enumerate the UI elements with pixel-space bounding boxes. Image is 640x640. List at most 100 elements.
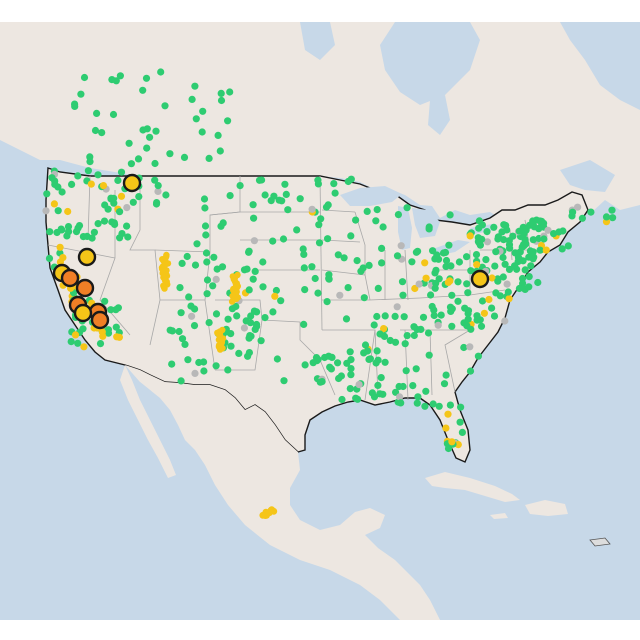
highlight-marker-8[interactable] <box>73 303 93 323</box>
station-marker-412[interactable] <box>272 286 280 295</box>
highlight-marker-3[interactable] <box>60 268 80 288</box>
station-marker-501[interactable] <box>134 155 143 163</box>
station-marker-454[interactable] <box>395 382 403 391</box>
station-marker-0[interactable] <box>323 298 331 306</box>
station-marker-626[interactable] <box>45 254 54 262</box>
station-marker-366[interactable] <box>79 325 87 333</box>
station-marker-414[interactable] <box>273 355 281 363</box>
station-marker-508[interactable] <box>125 139 133 147</box>
station-marker-279[interactable] <box>503 280 511 288</box>
station-marker-664[interactable] <box>161 285 168 292</box>
station-marker-239[interactable] <box>529 220 537 228</box>
highlight-marker-0[interactable] <box>122 173 142 193</box>
station-marker-517[interactable] <box>224 117 232 125</box>
station-marker-123[interactable] <box>219 219 227 227</box>
station-marker-403[interactable] <box>166 326 174 334</box>
station-marker-320[interactable] <box>84 167 92 175</box>
station-marker-24[interactable] <box>257 337 265 345</box>
station-marker-510[interactable] <box>216 147 224 155</box>
station-marker-416[interactable] <box>250 307 258 315</box>
station-marker-422[interactable] <box>271 292 279 300</box>
station-marker-134[interactable] <box>403 204 411 212</box>
station-marker-499[interactable] <box>157 68 165 76</box>
station-marker-263[interactable] <box>447 307 455 315</box>
station-marker-281[interactable] <box>467 267 475 275</box>
station-marker-307[interactable] <box>50 200 59 208</box>
station-marker-146[interactable] <box>203 276 212 284</box>
station-marker-194[interactable] <box>473 261 481 269</box>
station-marker-539[interactable] <box>608 206 616 214</box>
station-marker-493[interactable] <box>161 102 169 110</box>
station-marker-220[interactable] <box>525 253 533 261</box>
station-marker-253[interactable] <box>454 297 462 305</box>
station-marker-22[interactable] <box>311 274 319 283</box>
station-marker-27[interactable] <box>183 252 191 261</box>
station-marker-380[interactable] <box>115 333 123 341</box>
station-marker-83[interactable] <box>324 235 332 243</box>
station-marker-87[interactable] <box>393 303 401 311</box>
station-marker-556[interactable] <box>414 247 422 255</box>
station-marker-128[interactable] <box>315 239 324 247</box>
station-marker-509[interactable] <box>191 82 199 90</box>
station-marker-97[interactable] <box>218 263 227 271</box>
station-marker-533[interactable] <box>270 192 278 200</box>
station-marker-210[interactable] <box>509 232 517 240</box>
station-marker-82[interactable] <box>279 235 288 243</box>
station-marker-502[interactable] <box>109 110 118 119</box>
map-canvas[interactable] <box>0 22 640 620</box>
station-marker-14[interactable] <box>200 367 208 375</box>
station-marker-103[interactable] <box>360 294 368 302</box>
station-marker-185[interactable] <box>501 260 509 268</box>
station-marker-252[interactable] <box>480 309 488 317</box>
station-marker-492[interactable] <box>143 144 151 152</box>
station-marker-137[interactable] <box>325 275 333 283</box>
station-marker-142[interactable] <box>448 322 456 330</box>
station-marker-430[interactable] <box>347 371 355 379</box>
station-marker-522[interactable] <box>199 107 207 115</box>
station-marker-520[interactable] <box>116 72 124 80</box>
station-marker-149[interactable] <box>250 237 258 245</box>
station-marker-126[interactable] <box>314 289 322 297</box>
station-marker-589[interactable] <box>372 359 380 367</box>
station-marker-505[interactable] <box>139 126 147 134</box>
station-marker-68[interactable] <box>464 289 472 297</box>
station-marker-376[interactable] <box>114 304 122 312</box>
station-marker-559[interactable] <box>441 248 450 257</box>
station-marker-243[interactable] <box>518 243 526 251</box>
station-marker-19[interactable] <box>300 320 308 328</box>
station-marker-204[interactable] <box>474 238 482 246</box>
station-marker-257[interactable] <box>427 291 435 299</box>
station-marker-327[interactable] <box>58 188 66 196</box>
station-marker-193[interactable] <box>515 284 524 293</box>
station-marker-350[interactable] <box>153 199 161 207</box>
station-marker-400[interactable] <box>235 349 243 357</box>
station-marker-148[interactable] <box>177 377 185 385</box>
station-marker-402[interactable] <box>240 324 248 332</box>
station-marker-587[interactable] <box>364 347 372 355</box>
station-marker-525[interactable] <box>281 180 289 188</box>
station-marker-363[interactable] <box>96 340 105 348</box>
station-marker-44[interactable] <box>363 207 371 215</box>
station-marker-278[interactable] <box>488 304 496 312</box>
station-marker-95[interactable] <box>399 291 407 299</box>
station-marker-135[interactable] <box>261 191 269 199</box>
station-marker-477[interactable] <box>444 410 452 418</box>
station-marker-25[interactable] <box>466 367 475 375</box>
station-marker-189[interactable] <box>521 266 529 274</box>
station-marker-584[interactable] <box>373 347 381 355</box>
station-marker-75[interactable] <box>251 267 259 275</box>
station-marker-483[interactable] <box>448 438 456 446</box>
station-marker-552[interactable] <box>411 284 419 293</box>
station-marker-136[interactable] <box>393 252 402 260</box>
station-marker-144[interactable] <box>227 342 235 350</box>
station-marker-571[interactable] <box>558 245 566 253</box>
station-marker-382[interactable] <box>107 306 115 314</box>
station-marker-3[interactable] <box>299 245 307 253</box>
station-marker-443[interactable] <box>312 354 321 362</box>
station-marker-479[interactable] <box>457 403 465 411</box>
station-marker-101[interactable] <box>249 201 257 209</box>
station-marker-235[interactable] <box>538 217 546 225</box>
station-marker-413[interactable] <box>247 312 255 320</box>
station-marker-392[interactable] <box>205 319 213 327</box>
station-marker-462[interactable] <box>355 381 363 389</box>
